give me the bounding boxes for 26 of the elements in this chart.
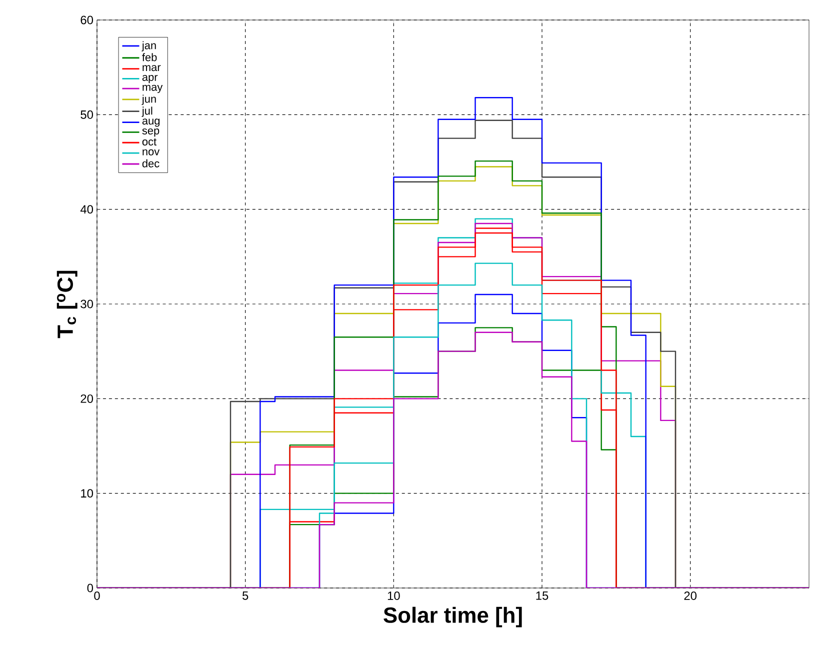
legend-label: aug bbox=[142, 118, 160, 127]
x-tick-label: 0 bbox=[94, 592, 100, 600]
y-tick-label: 40 bbox=[80, 205, 94, 214]
legend-label: jun bbox=[142, 94, 156, 105]
legend-label: may bbox=[142, 84, 163, 93]
y-tick-label: 60 bbox=[80, 16, 94, 24]
y-tick-label: 30 bbox=[80, 300, 94, 308]
legend-label: dec bbox=[142, 159, 160, 168]
legend-label: mar bbox=[142, 65, 161, 72]
legend-label: apr bbox=[142, 74, 158, 84]
y-tick-label: 50 bbox=[80, 110, 94, 119]
legend-label: feb bbox=[142, 53, 157, 62]
x-tick-label: 20 bbox=[684, 592, 697, 600]
legend-label: jan bbox=[142, 41, 156, 52]
y-axis-title: T$_{c}$ [$^{o}$C] bbox=[56, 270, 78, 338]
x-axis-title: Solar time [h] bbox=[384, 606, 522, 628]
legend-label: oct bbox=[142, 138, 156, 146]
y-tick-label: 10 bbox=[81, 489, 94, 498]
x-tick-label: 10 bbox=[388, 592, 400, 600]
x-tick-label: 5 bbox=[242, 592, 248, 600]
x-tick-label: 15 bbox=[536, 592, 548, 600]
y-tick-label: 20 bbox=[80, 394, 94, 403]
legend-label: sep bbox=[142, 128, 160, 137]
y-tick-label: 0 bbox=[87, 584, 94, 592]
legend-label: jul bbox=[142, 106, 152, 117]
legend-label: nov bbox=[142, 149, 160, 156]
